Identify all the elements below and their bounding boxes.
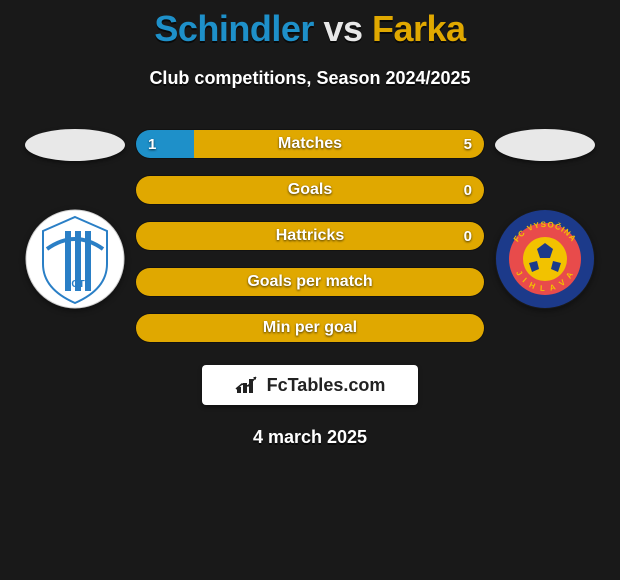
stat-bar: Min per goal: [135, 313, 485, 343]
footer-date: 4 march 2025: [0, 427, 620, 448]
right-side: FC VYSOČINA J I H L A V A: [485, 129, 605, 309]
player2-club-badge: FC VYSOČINA J I H L A V A: [495, 209, 595, 309]
stat-value-left: 1: [148, 130, 156, 158]
comparison-title: Schindler vs Farka: [0, 0, 620, 50]
player1-photo: [25, 129, 125, 161]
chart-icon: [235, 375, 261, 395]
stat-label: Min per goal: [136, 314, 484, 342]
stat-bar: Matches1 5: [135, 129, 485, 159]
player1-club-badge: FCT: [25, 209, 125, 309]
stat-bar: Goals per match: [135, 267, 485, 297]
comparison-content: FCT Matches15Goals0Hattricks0Goals per m…: [0, 129, 620, 343]
watermark: FcTables.com: [202, 365, 418, 405]
svg-text:FCT: FCT: [65, 279, 84, 290]
left-side: FCT: [15, 129, 135, 309]
stat-value-right: 0: [464, 222, 472, 250]
stat-label: Goals: [136, 176, 484, 204]
player1-name: Schindler: [154, 8, 314, 49]
player2-photo: [495, 129, 595, 161]
stat-label: Matches: [136, 130, 484, 158]
stat-bars: Matches15Goals0Hattricks0Goals per match…: [135, 129, 485, 343]
subtitle: Club competitions, Season 2024/2025: [0, 68, 620, 89]
stat-value-right: 0: [464, 176, 472, 204]
stat-label: Goals per match: [136, 268, 484, 296]
title-vs: vs: [323, 8, 362, 49]
player2-name: Farka: [372, 8, 466, 49]
stat-value-right: 5: [464, 130, 472, 158]
stat-bar: Hattricks0: [135, 221, 485, 251]
watermark-text: FcTables.com: [267, 375, 386, 396]
stat-bar: Goals0: [135, 175, 485, 205]
stat-label: Hattricks: [136, 222, 484, 250]
